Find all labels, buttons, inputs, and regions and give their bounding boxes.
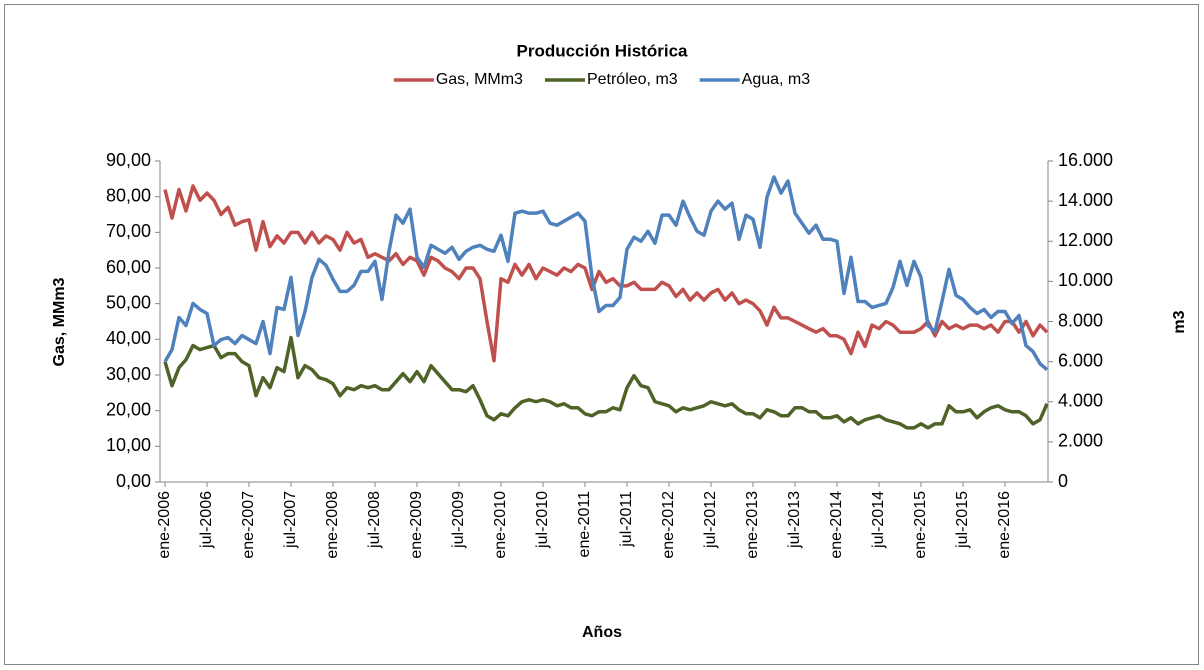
y-tick-label: 30,00 (106, 364, 151, 384)
y2-axis-title: m3 (1171, 310, 1188, 333)
series-line (163, 175, 1049, 371)
y-tick-label: 10,00 (106, 435, 151, 455)
x-axis-title: Años (582, 624, 622, 641)
legend-label: Agua, m3 (742, 71, 811, 88)
y-tick-label: 80,00 (106, 185, 151, 205)
y-tick-label: 90,00 (106, 150, 151, 170)
x-tick-label: ene-2014 (828, 491, 845, 559)
y2-tick-label: 6.000 (1058, 350, 1103, 370)
y2-tick-label: 14.000 (1058, 190, 1113, 210)
series-line (163, 184, 1049, 363)
y2-tick-label: 8.000 (1058, 310, 1103, 330)
legend-label: Petróleo, m3 (587, 71, 678, 88)
y-tick-label: 70,00 (106, 221, 151, 241)
x-tick-label: jul-2013 (786, 491, 803, 549)
x-tick-label: jul-2008 (366, 491, 383, 549)
x-tick-label: ene-2009 (408, 491, 425, 559)
x-tick-label: jul-2006 (198, 491, 215, 549)
y2-tick-label: 2.000 (1058, 431, 1103, 451)
y2-tick-label: 10.000 (1058, 270, 1113, 290)
x-tick-label: jul-2009 (450, 491, 467, 549)
chart-border (4, 4, 1199, 665)
x-tick-label: ene-2007 (240, 491, 257, 559)
x-tick-label: ene-2010 (492, 491, 509, 559)
x-tick-label: ene-2013 (744, 491, 761, 559)
x-tick-label: jul-2015 (954, 491, 971, 549)
x-tick-label: jul-2007 (282, 491, 299, 549)
x-tick-label: ene-2006 (156, 491, 173, 559)
y-tick-label: 50,00 (106, 292, 151, 312)
y2-tick-label: 16.000 (1058, 150, 1113, 170)
x-tick-label: ene-2016 (996, 491, 1013, 559)
x-tick-label: ene-2015 (912, 491, 929, 559)
y-tick-label: 0,00 (116, 471, 151, 491)
y-axis-title: Gas, MMm3 (51, 277, 68, 366)
legend-label: Gas, MMm3 (436, 71, 523, 88)
y2-tick-label: 4.000 (1058, 391, 1103, 411)
x-tick-label: jul-2011 (618, 491, 635, 548)
y-tick-label: 60,00 (106, 257, 151, 277)
x-tick-label: jul-2010 (534, 491, 551, 549)
x-tick-label: ene-2012 (660, 491, 677, 559)
y-tick-label: 40,00 (106, 328, 151, 348)
y2-tick-label: 0 (1058, 471, 1068, 491)
x-tick-label: jul-2014 (870, 491, 887, 549)
x-tick-label: ene-2008 (324, 491, 341, 559)
series-line (163, 335, 1049, 430)
y2-tick-label: 12.000 (1058, 230, 1113, 250)
y-tick-label: 20,00 (106, 399, 151, 419)
x-tick-label: jul-2012 (702, 491, 719, 549)
chart-title: Producción Histórica (517, 41, 689, 60)
x-tick-label: ene-2011 (576, 491, 593, 558)
